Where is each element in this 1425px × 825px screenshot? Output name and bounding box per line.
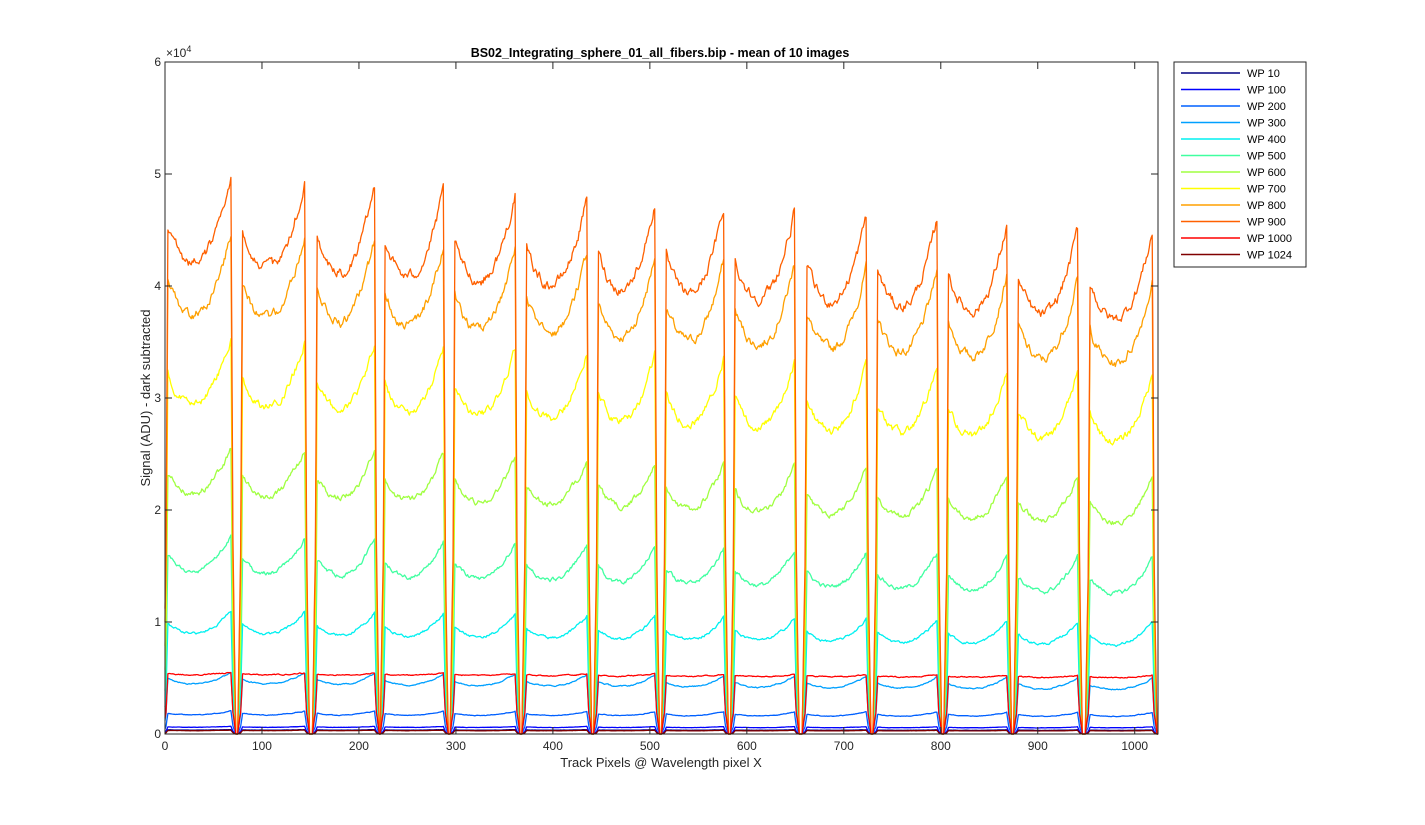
- legend-entry-label: WP 300: [1247, 118, 1286, 130]
- x-tick-label: 0: [162, 739, 169, 753]
- y-tick-label: 5: [154, 167, 161, 181]
- chart-title: BS02_Integrating_sphere_01_all_fibers.bi…: [471, 46, 850, 60]
- x-ticks: 0 100 200 300 400 500 600 700 800 900 1000: [162, 62, 1148, 753]
- x-tick-label: 500: [640, 739, 660, 753]
- x-tick-label: 600: [737, 739, 757, 753]
- x-tick-label: 700: [834, 739, 854, 753]
- y-tick-label: 2: [154, 503, 161, 517]
- legend-entry-label: WP 200: [1247, 101, 1286, 113]
- legend-entry-label: WP 1024: [1247, 250, 1292, 262]
- legend-entry-label: WP 1000: [1247, 233, 1292, 245]
- x-tick-label: 100: [252, 739, 272, 753]
- legend-entry-label: WP 900: [1247, 217, 1286, 229]
- y-ticks: 0 1 2 3 4 5 6: [154, 55, 1158, 741]
- y-tick-label: 3: [154, 391, 161, 405]
- legend-entry-label: WP 500: [1247, 151, 1286, 163]
- legend-box: [1173, 61, 1307, 268]
- svg-text:×104: ×104: [166, 44, 191, 60]
- legend-entry-label: WP 700: [1247, 184, 1286, 196]
- legend[interactable]: WP 10 WP 100 WP 200 WP 300 WP 400 WP 500 WP 60…: [1173, 61, 1307, 268]
- plot-background: [165, 62, 1158, 734]
- legend-entry-label: WP 100: [1247, 85, 1286, 97]
- x-tick-label: 200: [349, 739, 369, 753]
- x-tick-label: 1000: [1121, 739, 1148, 753]
- legend-entry-label: WP 10: [1247, 68, 1280, 80]
- y-tick-label: 1: [154, 615, 161, 629]
- y-exponent-base: ×10: [166, 46, 187, 60]
- y-tick-label: 6: [154, 55, 161, 69]
- x-tick-label: 400: [543, 739, 563, 753]
- y-exponent-power: 4: [186, 44, 191, 54]
- x-tick-label: 800: [931, 739, 951, 753]
- y-tick-label: 4: [154, 279, 161, 293]
- x-tick-label: 900: [1028, 739, 1048, 753]
- y-exponent-label: ×104: [166, 44, 191, 60]
- legend-entry-label: WP 800: [1247, 200, 1286, 212]
- y-tick-label: 0: [154, 727, 161, 741]
- plot-area: 0 100 200 300 400 500 600 700 800 900 1000 0 1 2 3 4 5 6: [154, 55, 1159, 753]
- x-axis-title: Track Pixels @ Wavelength pixel X: [560, 755, 762, 770]
- y-axis-title: Signal (ADU) - dark subtracted: [138, 309, 153, 486]
- legend-entry-label: WP 600: [1247, 167, 1286, 179]
- legend-entry-label: WP 400: [1247, 134, 1286, 146]
- x-tick-label: 300: [446, 739, 466, 753]
